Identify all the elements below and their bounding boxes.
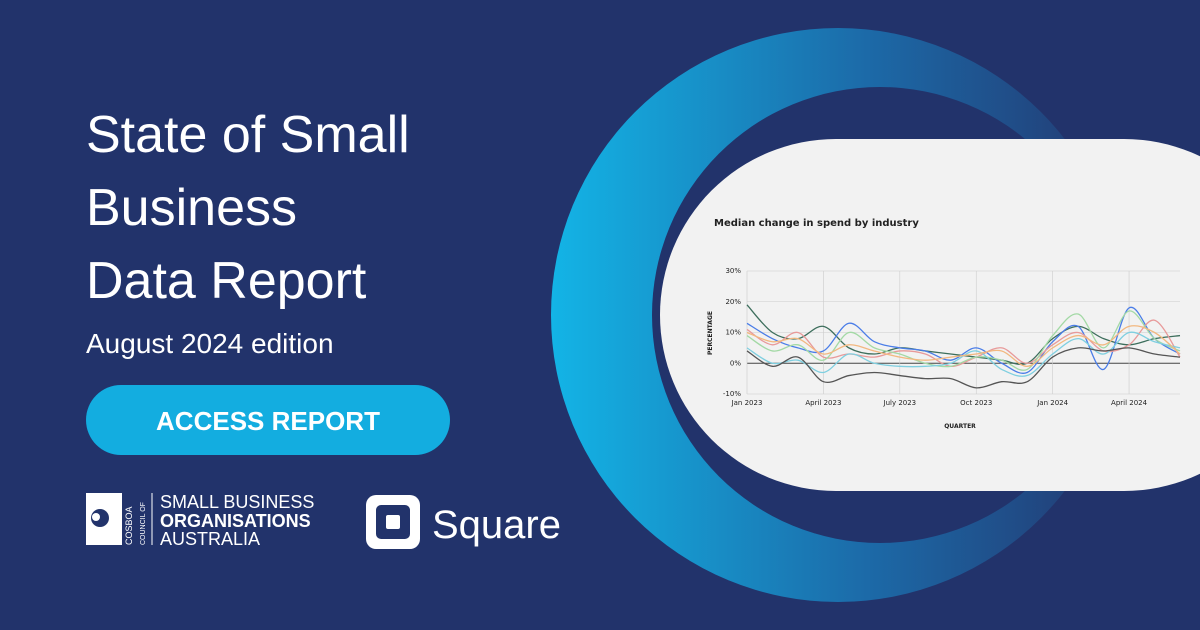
x-tick-label: April 2023 (805, 399, 841, 407)
y-tick-label: 0% (730, 359, 741, 367)
x-tick-label: Jan 2023 (731, 399, 763, 407)
series-line (746, 310, 1181, 371)
chart: Median change in spend by industry PERCE… (707, 218, 1181, 430)
title-line: Data Report (86, 252, 367, 310)
y-axis-label: PERCENTAGE (707, 311, 714, 355)
series-line (746, 306, 1181, 374)
chart-title: Median change in spend by industry (714, 218, 919, 229)
square-wordmark: Square (432, 503, 561, 547)
y-tick-label: -10% (723, 390, 741, 398)
x-axis-label: QUARTER (944, 423, 976, 430)
cosboa-logo: COSBOA COUNCIL OF SMALL BUSINESS ORGANIS… (86, 492, 314, 549)
square-mark-dot (386, 515, 400, 529)
title-line: Business (86, 179, 297, 237)
title-line: State of Small (86, 106, 410, 164)
cosboa-prefix: COUNCIL OF (140, 502, 147, 545)
x-tick-label: April 2024 (1111, 399, 1148, 407)
y-tick-label: 10% (725, 329, 741, 337)
subtitle: August 2024 edition (86, 328, 334, 359)
access-button[interactable]: ACCESS REPORT (86, 385, 450, 455)
x-tick-label: Jan 2024 (1036, 399, 1068, 407)
cosboa-short: COSBOA (124, 506, 134, 545)
x-tick-label: July 2023 (883, 399, 917, 407)
cosboa-pupil (92, 513, 100, 521)
cosboa-line: ORGANISATIONS (160, 511, 311, 531)
chart-card (660, 139, 1200, 491)
button-bg[interactable] (86, 385, 450, 455)
square-logo: Square (366, 495, 561, 549)
series-line (746, 347, 1181, 389)
cosboa-line: AUSTRALIA (160, 529, 260, 549)
x-tick-label: Oct 2023 (960, 399, 992, 407)
cosboa-line: SMALL BUSINESS (160, 492, 314, 512)
button-label[interactable]: ACCESS REPORT (156, 406, 380, 436)
series-line (746, 325, 1181, 367)
y-tick-label: 20% (725, 298, 741, 306)
y-tick-label: 30% (725, 267, 741, 275)
